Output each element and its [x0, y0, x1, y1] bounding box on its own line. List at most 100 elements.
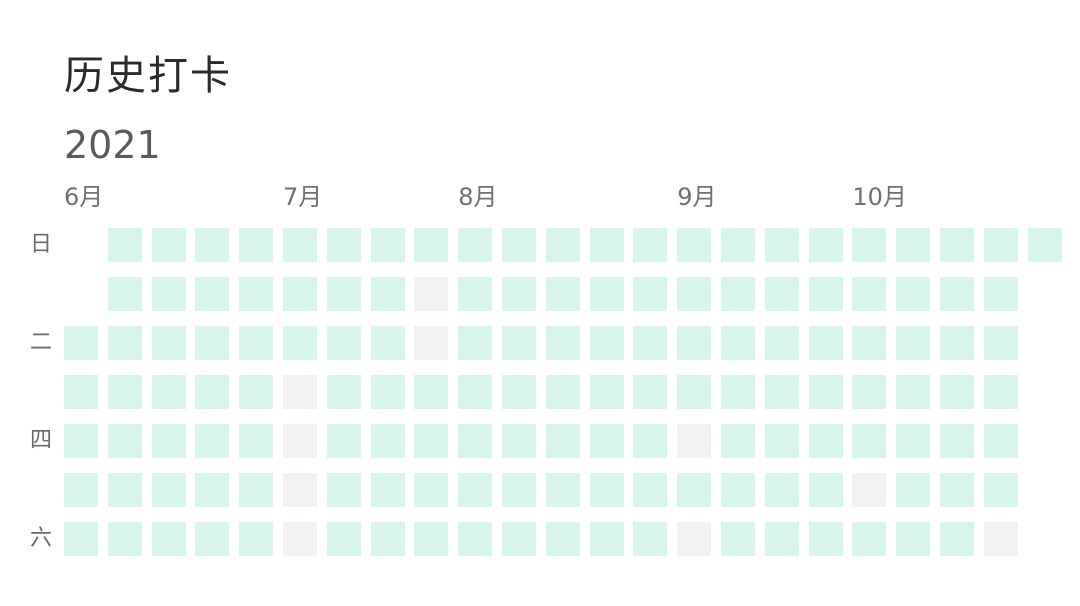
- checked-day-cell[interactable]: [152, 326, 186, 360]
- checked-day-cell[interactable]: [546, 228, 580, 262]
- checked-day-cell[interactable]: [371, 326, 405, 360]
- checked-day-cell[interactable]: [64, 522, 98, 556]
- checked-day-cell[interactable]: [896, 522, 930, 556]
- checked-day-cell[interactable]: [502, 277, 536, 311]
- checked-day-cell[interactable]: [108, 424, 142, 458]
- checked-day-cell[interactable]: [502, 522, 536, 556]
- checked-day-cell[interactable]: [371, 522, 405, 556]
- checked-day-cell[interactable]: [765, 375, 799, 409]
- checked-day-cell[interactable]: [502, 228, 536, 262]
- checked-day-cell[interactable]: [414, 473, 448, 507]
- checked-day-cell[interactable]: [108, 326, 142, 360]
- checked-day-cell[interactable]: [633, 473, 667, 507]
- checked-day-cell[interactable]: [195, 326, 229, 360]
- missed-day-cell[interactable]: [283, 375, 317, 409]
- checked-day-cell[interactable]: [152, 228, 186, 262]
- checked-day-cell[interactable]: [721, 277, 755, 311]
- checked-day-cell[interactable]: [64, 424, 98, 458]
- checked-day-cell[interactable]: [327, 375, 361, 409]
- checked-day-cell[interactable]: [940, 424, 974, 458]
- checked-day-cell[interactable]: [984, 473, 1018, 507]
- checked-day-cell[interactable]: [852, 277, 886, 311]
- missed-day-cell[interactable]: [283, 473, 317, 507]
- checked-day-cell[interactable]: [590, 277, 624, 311]
- checked-day-cell[interactable]: [327, 473, 361, 507]
- checked-day-cell[interactable]: [984, 326, 1018, 360]
- checked-day-cell[interactable]: [108, 473, 142, 507]
- checked-day-cell[interactable]: [633, 228, 667, 262]
- checked-day-cell[interactable]: [809, 277, 843, 311]
- checked-day-cell[interactable]: [283, 277, 317, 311]
- checked-day-cell[interactable]: [502, 473, 536, 507]
- missed-day-cell[interactable]: [283, 424, 317, 458]
- checked-day-cell[interactable]: [371, 228, 405, 262]
- checked-day-cell[interactable]: [546, 277, 580, 311]
- checked-day-cell[interactable]: [896, 228, 930, 262]
- checked-day-cell[interactable]: [195, 277, 229, 311]
- checked-day-cell[interactable]: [765, 326, 799, 360]
- checked-day-cell[interactable]: [239, 228, 273, 262]
- checked-day-cell[interactable]: [677, 228, 711, 262]
- checked-day-cell[interactable]: [940, 522, 974, 556]
- checked-day-cell[interactable]: [677, 326, 711, 360]
- checked-day-cell[interactable]: [809, 522, 843, 556]
- checked-day-cell[interactable]: [721, 375, 755, 409]
- checked-day-cell[interactable]: [940, 473, 974, 507]
- checked-day-cell[interactable]: [590, 326, 624, 360]
- checked-day-cell[interactable]: [64, 326, 98, 360]
- checked-day-cell[interactable]: [590, 375, 624, 409]
- checked-day-cell[interactable]: [239, 277, 273, 311]
- checked-day-cell[interactable]: [896, 277, 930, 311]
- checked-day-cell[interactable]: [896, 424, 930, 458]
- checked-day-cell[interactable]: [590, 228, 624, 262]
- checked-day-cell[interactable]: [458, 522, 492, 556]
- checked-day-cell[interactable]: [108, 522, 142, 556]
- checked-day-cell[interactable]: [896, 326, 930, 360]
- checked-day-cell[interactable]: [108, 375, 142, 409]
- checked-day-cell[interactable]: [414, 522, 448, 556]
- checked-day-cell[interactable]: [940, 326, 974, 360]
- checked-day-cell[interactable]: [283, 326, 317, 360]
- checked-day-cell[interactable]: [152, 424, 186, 458]
- checked-day-cell[interactable]: [809, 424, 843, 458]
- checked-day-cell[interactable]: [896, 375, 930, 409]
- missed-day-cell[interactable]: [852, 473, 886, 507]
- checked-day-cell[interactable]: [633, 326, 667, 360]
- checked-day-cell[interactable]: [108, 277, 142, 311]
- checked-day-cell[interactable]: [896, 473, 930, 507]
- checked-day-cell[interactable]: [721, 522, 755, 556]
- missed-day-cell[interactable]: [283, 522, 317, 556]
- checked-day-cell[interactable]: [590, 424, 624, 458]
- checked-day-cell[interactable]: [458, 326, 492, 360]
- checked-day-cell[interactable]: [371, 277, 405, 311]
- missed-day-cell[interactable]: [984, 522, 1018, 556]
- checked-day-cell[interactable]: [984, 424, 1018, 458]
- checked-day-cell[interactable]: [633, 522, 667, 556]
- checked-day-cell[interactable]: [458, 277, 492, 311]
- checked-day-cell[interactable]: [195, 522, 229, 556]
- checked-day-cell[interactable]: [940, 375, 974, 409]
- checked-day-cell[interactable]: [721, 228, 755, 262]
- checked-day-cell[interactable]: [458, 228, 492, 262]
- checked-day-cell[interactable]: [546, 522, 580, 556]
- checked-day-cell[interactable]: [590, 473, 624, 507]
- checked-day-cell[interactable]: [327, 228, 361, 262]
- missed-day-cell[interactable]: [414, 277, 448, 311]
- checked-day-cell[interactable]: [371, 424, 405, 458]
- checked-day-cell[interactable]: [765, 522, 799, 556]
- checked-day-cell[interactable]: [414, 424, 448, 458]
- checked-day-cell[interactable]: [721, 424, 755, 458]
- checked-day-cell[interactable]: [414, 228, 448, 262]
- missed-day-cell[interactable]: [677, 522, 711, 556]
- checked-day-cell[interactable]: [195, 424, 229, 458]
- checked-day-cell[interactable]: [239, 375, 273, 409]
- checked-day-cell[interactable]: [633, 277, 667, 311]
- checked-day-cell[interactable]: [633, 375, 667, 409]
- checked-day-cell[interactable]: [721, 326, 755, 360]
- checked-day-cell[interactable]: [546, 326, 580, 360]
- checked-day-cell[interactable]: [984, 277, 1018, 311]
- checked-day-cell[interactable]: [64, 473, 98, 507]
- checked-day-cell[interactable]: [283, 228, 317, 262]
- checked-day-cell[interactable]: [458, 424, 492, 458]
- missed-day-cell[interactable]: [677, 424, 711, 458]
